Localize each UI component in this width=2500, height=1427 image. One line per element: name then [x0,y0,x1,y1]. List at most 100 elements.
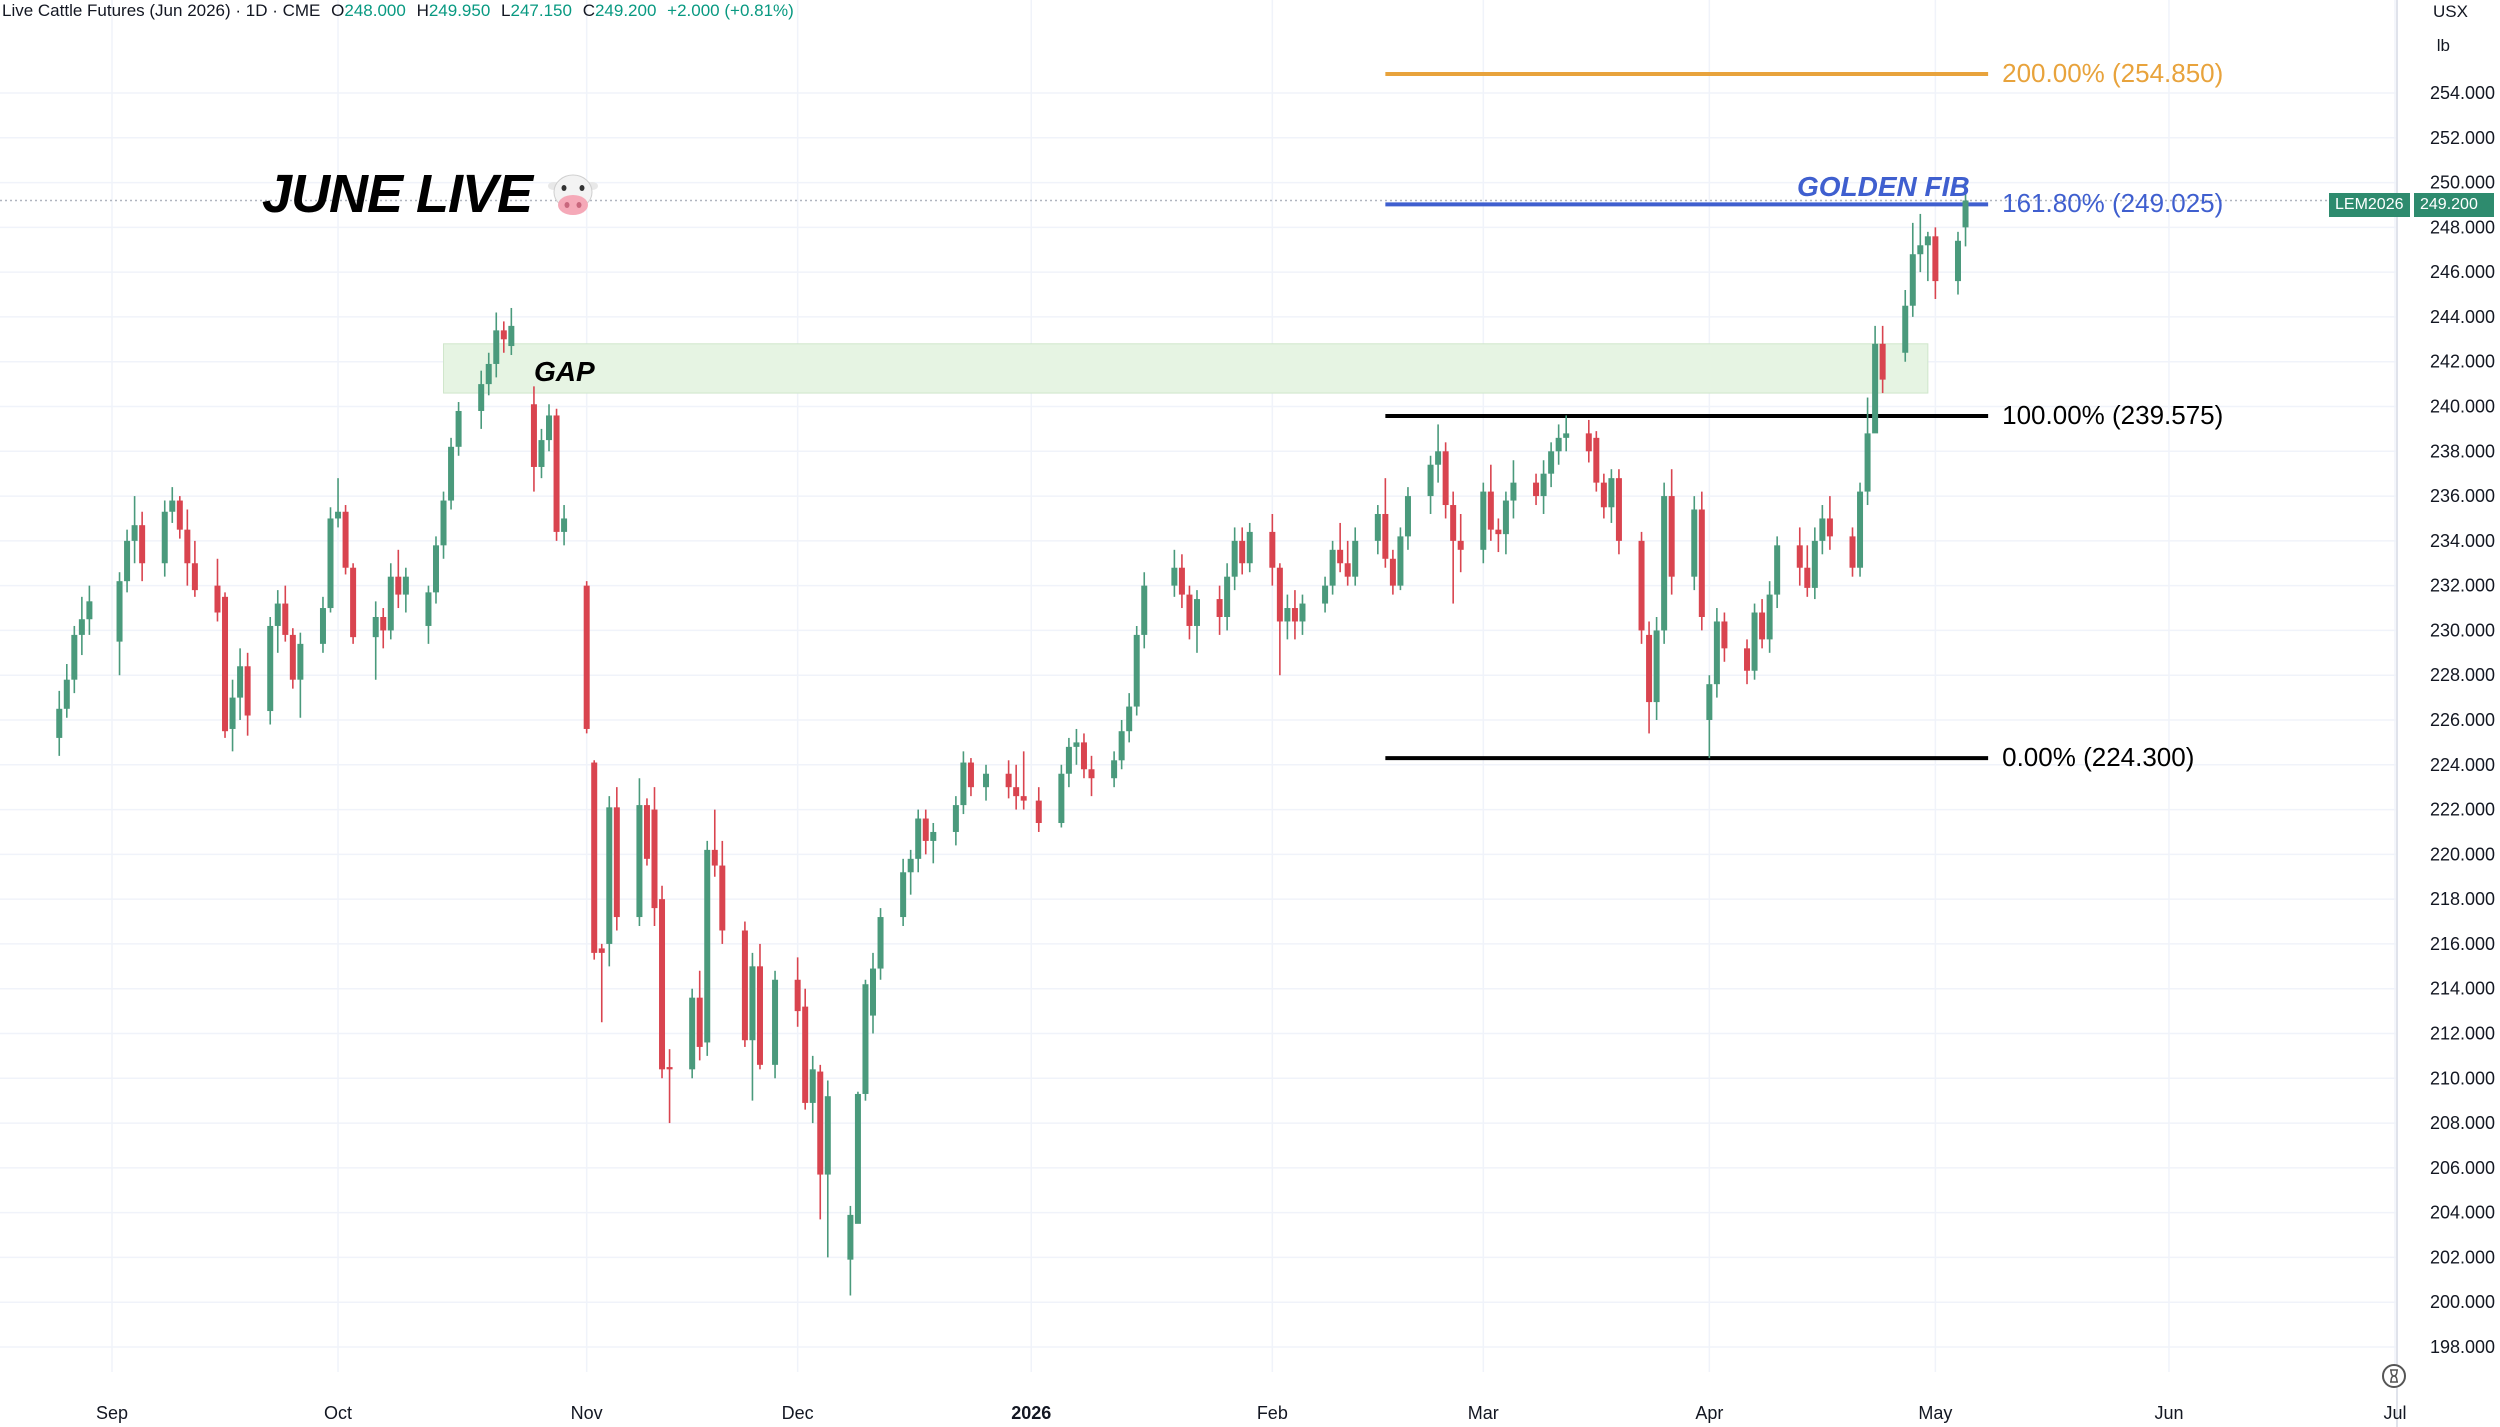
candle [1819,505,1826,555]
candle-body [319,608,326,644]
candle [666,1049,673,1124]
candle [1917,213,1924,273]
candle-body [1653,630,1660,703]
candle-body [1668,496,1675,577]
candle [952,796,959,846]
candle-body [756,966,763,1065]
candle [1352,527,1359,586]
candle-body [1909,254,1916,306]
candle [1932,227,1939,300]
candle [1713,608,1720,698]
x-tick-label: Dec [782,1403,814,1423]
candle-body [1638,540,1645,631]
candle-body [870,968,876,1016]
candle [809,1055,816,1124]
time-axis[interactable]: Sep Oct Nov Dec 2026 Feb Mar Apr May Jun Jul [96,1403,2407,1423]
candle [342,505,349,575]
candle-body [1118,731,1125,761]
y-tick-label: 236.000 [2430,486,2495,506]
candle-body [952,805,959,832]
candle [1487,464,1494,541]
candle-body [1766,594,1773,640]
candle-body [1495,529,1502,535]
fib-label-0: 0.00% (224.300) [2002,742,2195,773]
candle [659,885,666,1079]
candle-body [1073,742,1080,747]
candle [1766,581,1773,653]
candle [983,764,990,801]
candle [915,809,922,873]
candle-body [591,762,598,953]
candle [1600,473,1607,519]
candle-body [1502,500,1509,535]
x-tick-label: May [1918,1403,1952,1423]
candle-body [425,592,432,626]
candle [350,563,357,644]
candle-body [1646,634,1653,703]
candle-body [184,529,191,564]
candle-body [809,1069,816,1103]
candle-body [802,1006,809,1103]
candle-body [131,525,138,541]
candle-body [1661,496,1668,631]
candle-body [440,500,447,546]
candle [56,690,63,756]
x-tick-label: Nov [571,1403,603,1423]
candle [1404,487,1411,550]
y-tick-label: 242.000 [2430,352,2495,372]
candle [1080,733,1087,779]
timezone-icon[interactable] [2381,1363,2407,1389]
candle-body [63,679,70,709]
candle [63,664,70,718]
candle-body [432,545,439,593]
candle-body [169,500,176,512]
candle-body [1397,536,1404,586]
candle [493,312,500,378]
candle [711,809,718,877]
candle-body [847,1214,854,1260]
close-label: C [582,1,595,20]
candle-body [1065,746,1072,774]
candle [176,496,183,539]
candle-body [1751,612,1758,671]
candle [1698,491,1705,631]
candle-body [689,997,696,1070]
candle-body [598,948,605,953]
candle [1691,496,1698,591]
candle-body [478,384,485,411]
candle [1804,545,1811,597]
high-value: 249.950 [428,1,491,20]
price-axis[interactable]: 198.000 200.000 202.000 204.000 206.000 208.0… [2430,83,2495,1357]
candle [1548,442,1555,488]
candle-body [651,809,658,909]
candle-body [1344,563,1351,577]
candle [583,581,590,734]
candle [1133,625,1140,716]
candle [719,840,726,944]
candle-body [930,831,937,841]
grid [0,0,2397,1372]
candle [1849,527,1856,577]
candle-body [711,849,718,866]
candle [222,592,229,738]
candle [1774,536,1781,609]
candle [636,778,643,927]
currency-label: USX [2433,2,2468,21]
candle-body [1872,343,1879,434]
candle [1721,612,1728,662]
candle [508,307,515,355]
candle [877,908,884,980]
candle-body [1216,599,1223,617]
candle-body [1058,773,1065,824]
candle [1954,231,1961,295]
change-value: +2.000 (+0.81%) [667,1,794,20]
candle [169,487,176,523]
candle-body [237,666,244,698]
candle [1073,728,1080,765]
y-tick-label: 216.000 [2430,934,2495,954]
candle-body [191,563,198,591]
y-tick-label: 250.000 [2430,173,2495,193]
y-tick-label: 220.000 [2430,844,2495,864]
symbol-name: Live Cattle Futures (Jun 2026) · 1D · CM… [2,1,321,20]
